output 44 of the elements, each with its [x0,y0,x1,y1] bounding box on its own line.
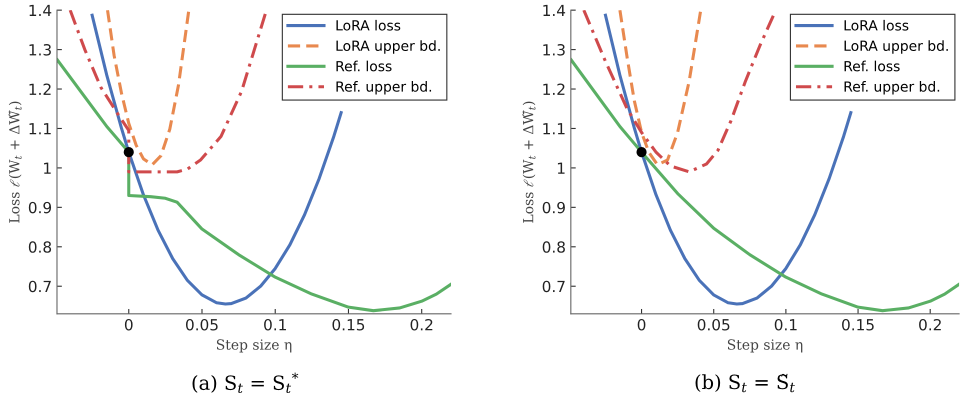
legend-label: LoRA upper bd. [336,40,440,54]
x-tick-label: 0.15 [842,318,874,331]
x-tick-label: 0.1 [264,318,286,331]
y-tick-label: 1 [44,162,51,174]
x-tick-label: 0.15 [332,318,364,331]
y-tick-label: 1.2 [30,83,51,95]
legend-label: LoRA loss [844,20,908,31]
legend-label: LoRA loss [336,20,400,31]
y-axis-title: Loss ℓ(W$_{t}$ + ΔW̃$_{t}$) [8,102,22,223]
x-axis-title: Step size η [216,339,292,352]
y-tick-label: 1.3 [30,44,51,56]
y-tick-label: 0.9 [542,202,565,214]
line-series [582,10,778,174]
legend-label: Ref. upper bd. [844,81,940,94]
x-tick-label: 0 [124,318,133,331]
y-tick-label: 1.2 [543,83,564,95]
y-tick-label: 1.3 [543,44,565,56]
y-tick-label: 0.7 [28,280,51,292]
x-tick-label: 0.1 [774,318,797,331]
legend-label: Ref. upper bd. [336,81,432,94]
x-tick-label: 0.05 [186,318,218,331]
x-tick-label: 0.05 [698,318,730,331]
line-series [68,10,268,174]
y-tick-label: 1.1 [543,123,565,134]
legend-label: LoRA upper bd. [844,40,948,54]
y-tick-label: 1.4 [30,4,52,16]
x-axis-title: Step size η [728,339,802,352]
text: (a) S$_{t}$ = S$_{t}$$^{*}$ [192,372,298,394]
x-tick-label: 0.2 [410,318,432,331]
text: (b) S$_{t}$ = S̃$_{t}$ [696,374,795,392]
y-axis-title: Loss ℓ(W$_{t}$ + ΔW̃$_{t}$) [522,102,536,223]
y-tick-label: 1.4 [543,4,566,16]
y-tick-label: 0.8 [28,241,52,253]
line-series [106,10,190,166]
x-tick-label: 0 [638,318,646,331]
line-series [618,10,702,166]
y-tick-label: 1 [558,162,565,174]
y-tick-label: 0.9 [28,202,52,214]
legend-label: Ref. loss [844,60,900,72]
y-tick-label: 0.7 [542,280,565,292]
y-tick-label: 1.1 [30,123,51,134]
x-tick-label: 0.2 [919,318,941,331]
legend-label: Ref. loss [336,60,392,72]
y-tick-label: 0.8 [542,241,565,253]
